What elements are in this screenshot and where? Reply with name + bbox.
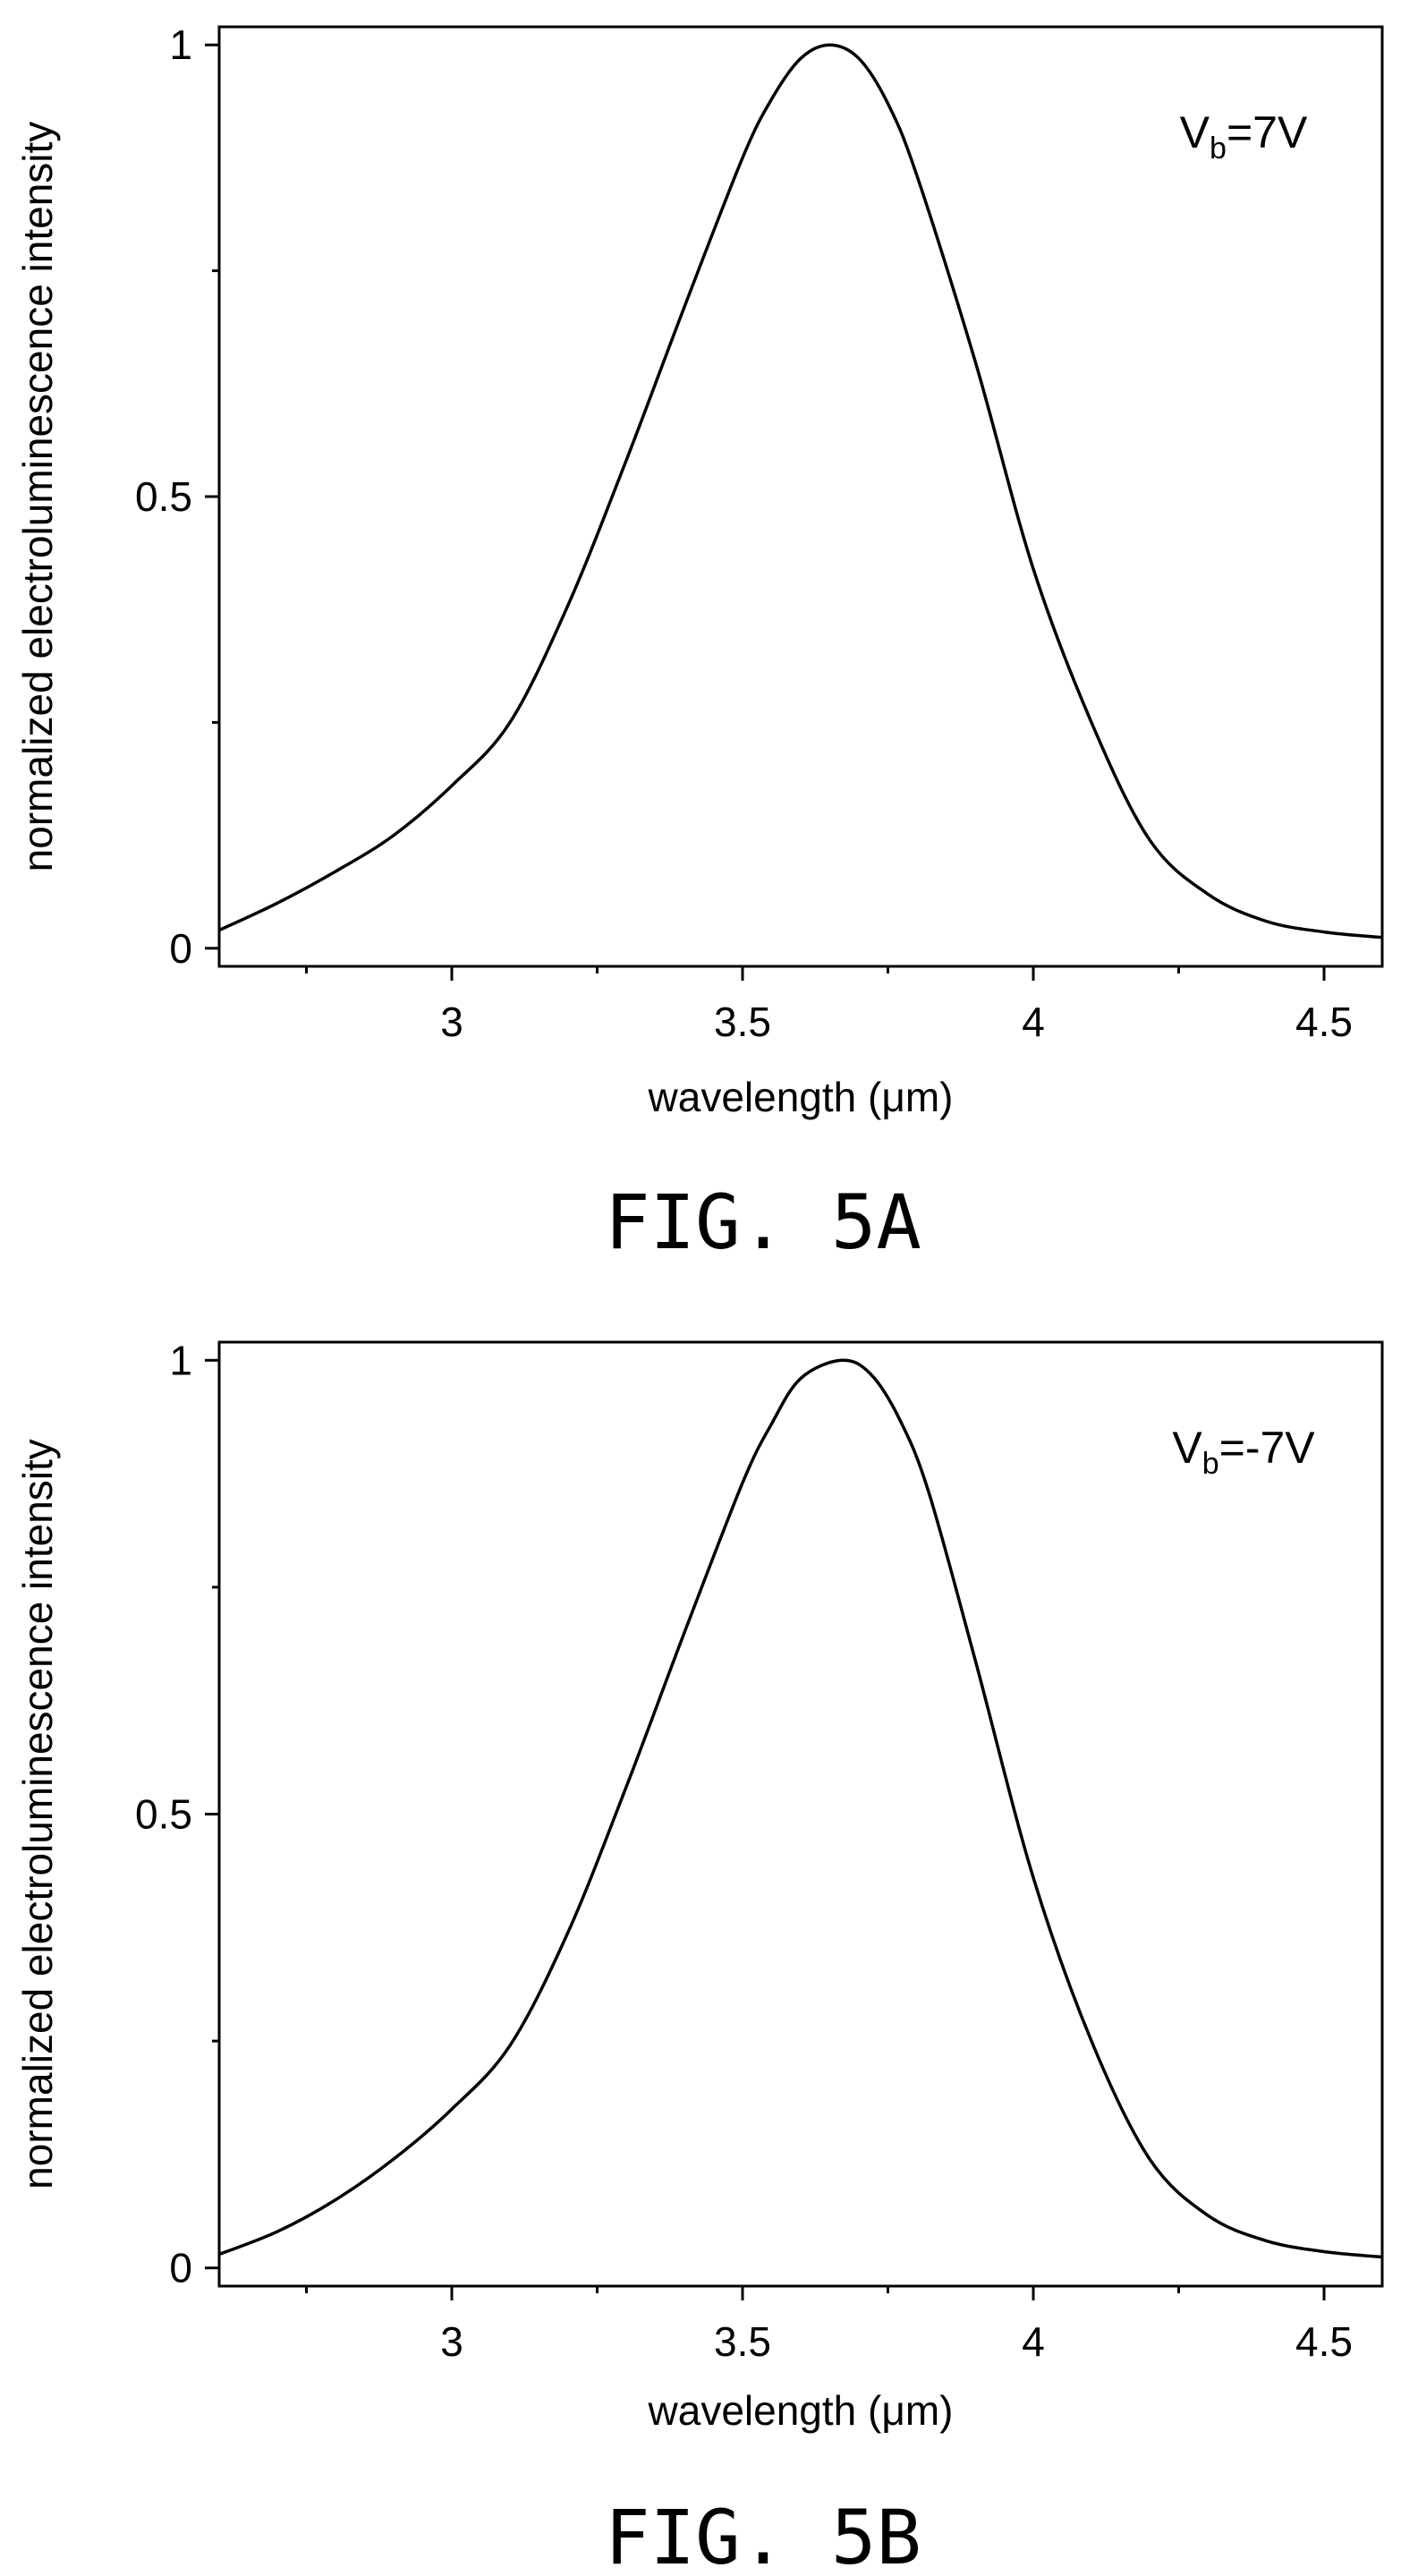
plot-frame <box>217 1340 1384 2288</box>
y-tick-label: 0 <box>169 925 192 972</box>
x-tick-label: 3 <box>440 999 463 1045</box>
bias-voltage-annotation: Vb=-7V <box>1172 1423 1315 1481</box>
x-tick-label: 4.5 <box>1295 2318 1353 2365</box>
x-tick-label: 3.5 <box>714 2318 771 2365</box>
y-axis-title: normalized electroluminescence intensity <box>14 1439 61 2189</box>
x-axis-title: wavelength (μm) <box>648 1074 954 1120</box>
spectrum-line <box>218 43 1383 939</box>
y-tick-label: 0 <box>169 2245 192 2291</box>
figure-caption: FIG. 5A <box>605 1178 921 1266</box>
y-tick-label: 1 <box>169 21 192 68</box>
y-tick-label: 0.5 <box>135 473 192 520</box>
plot-frame <box>217 25 1384 968</box>
x-tick-label: 3.5 <box>714 999 771 1045</box>
spectrum-line <box>218 1358 1383 2259</box>
bias-voltage-annotation: Vb=7V <box>1180 107 1308 166</box>
x-tick-label: 4.5 <box>1295 999 1353 1045</box>
chart-fig-5a: 0 0.5 1 3 3.5 4 4.5 wavelength (μm) normalized e… <box>14 21 1384 1266</box>
x-tick-label: 4 <box>1022 2318 1045 2365</box>
y-tick-label: 0.5 <box>135 1791 192 1838</box>
x-tick-label: 4 <box>1022 999 1045 1045</box>
y-axis-title: normalized electroluminescence intensity <box>14 122 61 872</box>
y-tick-label: 1 <box>169 1337 192 1383</box>
x-tick-label: 3 <box>440 2318 463 2365</box>
figure-caption: FIG. 5B <box>605 2494 921 2576</box>
chart-fig-5b: 0 0.5 1 3 3.5 4 4.5 wavelength (μm) normalized e… <box>14 1337 1384 2576</box>
x-axis-title: wavelength (μm) <box>648 2387 954 2434</box>
